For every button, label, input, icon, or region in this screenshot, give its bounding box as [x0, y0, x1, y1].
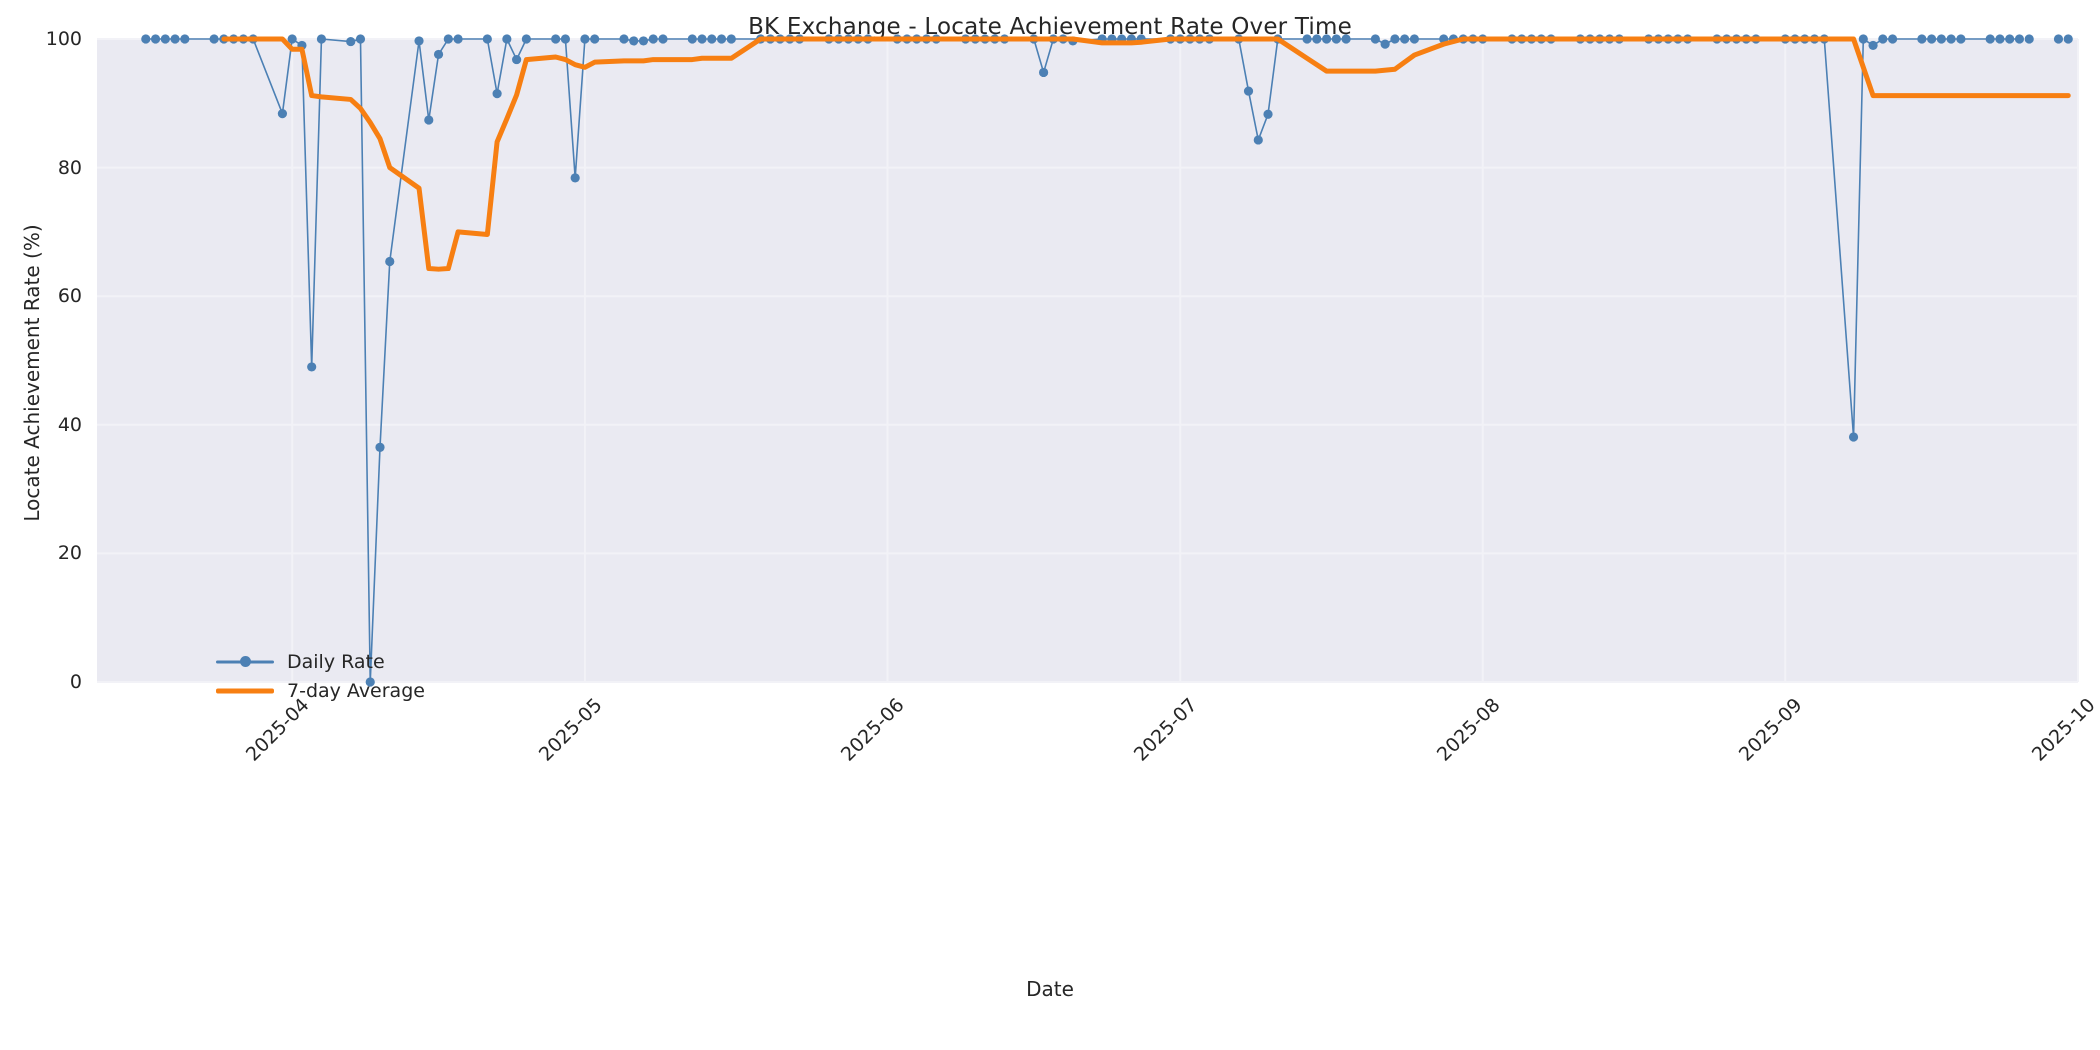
y-tick-label: 60 — [57, 285, 82, 308]
x-tick-label: 2025-07 — [1130, 694, 1202, 766]
x-tick-label: 2025-08 — [1432, 694, 1505, 766]
y-axis-label: Locate Achievement Rate (%) — [20, 224, 44, 522]
legend-item-daily-rate[interactable]: Daily Rate — [216, 647, 425, 676]
x-tick-label: 2025-05 — [534, 694, 607, 766]
legend-label-7day-average: 7-day Average — [287, 679, 425, 702]
x-axis-label: Date — [1026, 977, 1074, 1001]
legend-item-7day-average[interactable]: 7-day Average — [216, 676, 425, 705]
plot-area: Daily Rate 7-day Average — [97, 34, 2079, 702]
y-tick-label: 40 — [57, 413, 82, 436]
y-tick-label: 100 — [45, 28, 82, 50]
y-tick-label: 0 — [69, 671, 82, 693]
legend-line-sample-daily — [216, 651, 274, 673]
y-tick-label: 80 — [57, 156, 82, 179]
x-tick-label: 2025-09 — [1735, 694, 1807, 766]
x-tick-label: 2025-06 — [837, 694, 909, 766]
x-tick-label: 2025-10 — [2027, 694, 2100, 766]
legend-label-daily-rate: Daily Rate — [287, 650, 385, 673]
data-lines — [141, 34, 2073, 687]
legend-line-sample-average — [216, 680, 274, 702]
y-tick-label: 20 — [57, 542, 82, 565]
chart-legend: Daily Rate 7-day Average — [210, 643, 431, 709]
